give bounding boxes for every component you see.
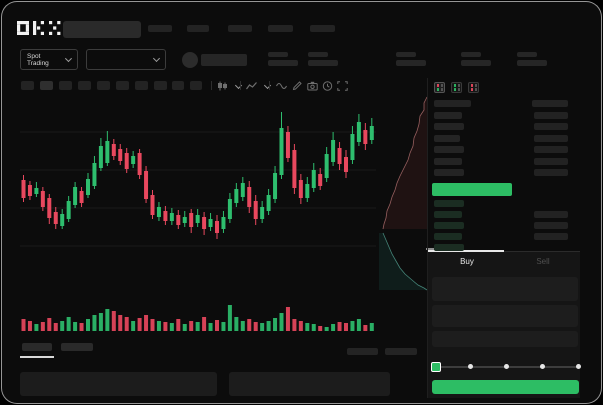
top-nav-link[interactable] <box>228 25 252 32</box>
market-stat-placeholder <box>268 52 288 57</box>
last-price-row[interactable] <box>432 183 512 196</box>
market-stat-placeholder <box>517 52 537 57</box>
buy-submit-button[interactable] <box>432 380 579 394</box>
market-type-dropdown[interactable]: Spot Trading <box>20 49 78 70</box>
orderbook-ask-amount[interactable] <box>534 158 568 165</box>
orderbook-bid-price[interactable] <box>434 211 462 218</box>
order-form-field[interactable] <box>432 331 578 347</box>
orderbook-ask-amount[interactable] <box>534 123 568 130</box>
orderbook-view-both-icon[interactable] <box>434 82 445 93</box>
timeframe-button-active[interactable] <box>40 81 53 90</box>
slider-stop-75[interactable] <box>540 364 545 369</box>
chart-footer-button[interactable] <box>347 348 378 355</box>
top-nav-link[interactable] <box>187 25 209 32</box>
timeframe-button[interactable] <box>59 81 72 90</box>
slider-stop-100[interactable] <box>576 364 581 369</box>
market-stat-placeholder <box>461 60 491 66</box>
orderbook-ask-amount[interactable] <box>534 169 568 176</box>
bottom-tab[interactable] <box>61 343 93 351</box>
orderbook-view-bids-icon[interactable] <box>451 82 462 93</box>
orderbook-ask-price[interactable] <box>434 135 460 142</box>
market-stat-placeholder <box>396 52 416 57</box>
timeframe-button[interactable] <box>97 81 110 90</box>
pair-name-placeholder <box>201 54 247 66</box>
top-nav-link[interactable] <box>268 25 293 32</box>
orderbook-bid-price[interactable] <box>434 233 462 240</box>
orderbook-ask-price[interactable] <box>434 123 464 130</box>
search-bar[interactable] <box>63 21 141 38</box>
active-tab-indicator <box>428 250 504 252</box>
orderbook-ask-price[interactable] <box>434 146 464 153</box>
timeframe-button[interactable] <box>116 81 129 90</box>
orderbook-ask-amount[interactable] <box>534 112 568 119</box>
orderbook-bid-amount[interactable] <box>534 233 568 240</box>
toolbar-divider <box>269 81 270 90</box>
bottom-active-tab-indicator <box>20 356 54 358</box>
timeframe-button[interactable] <box>135 81 148 90</box>
timeframe-button[interactable] <box>78 81 91 90</box>
orderbook-ask-price[interactable] <box>434 158 462 165</box>
orderbook-ask-amount[interactable] <box>534 146 568 153</box>
slider-stop-25[interactable] <box>468 364 473 369</box>
history-clock-icon[interactable] <box>322 81 333 91</box>
toolbar-divider <box>211 81 212 90</box>
timeframe-button[interactable] <box>154 81 167 90</box>
toolbar-divider <box>240 81 241 90</box>
top-nav-link[interactable] <box>310 25 335 32</box>
candle-style-icon[interactable] <box>217 81 228 91</box>
chart-footer-button[interactable] <box>385 348 417 355</box>
indicator-wave-icon[interactable] <box>276 81 287 91</box>
pair-dropdown[interactable] <box>86 49 166 70</box>
okx-logo[interactable] <box>17 21 61 35</box>
market-stat-placeholder <box>268 60 298 66</box>
tab-buy[interactable]: Buy <box>460 257 474 266</box>
coin-avatar <box>182 52 198 68</box>
draw-pencil-icon[interactable] <box>292 81 303 91</box>
orderbook-bid-price[interactable] <box>434 200 464 207</box>
orderbook-bid-price[interactable] <box>434 244 464 251</box>
camera-icon[interactable] <box>307 81 318 91</box>
orderbook-bid-price[interactable] <box>434 222 464 229</box>
slider-stop-50[interactable] <box>504 364 509 369</box>
orderbook-header-placeholder <box>434 100 471 107</box>
timeframe-button[interactable] <box>190 81 202 90</box>
bottom-panel <box>20 372 217 396</box>
orderbook-ask-price[interactable] <box>434 112 462 119</box>
tabs-divider <box>428 251 580 252</box>
market-stat-placeholder <box>461 52 481 57</box>
market-type-label: Spot Trading <box>27 52 49 67</box>
order-form-field[interactable] <box>432 305 578 327</box>
bottom-panel <box>229 372 390 396</box>
market-stat-placeholder <box>308 52 328 57</box>
orderbook-bid-amount[interactable] <box>534 211 568 218</box>
slider-handle[interactable] <box>431 362 441 372</box>
bottom-tab[interactable] <box>22 343 52 351</box>
fullscreen-icon[interactable] <box>337 81 348 91</box>
orderbook-view-asks-icon[interactable] <box>468 82 479 93</box>
top-nav-link[interactable] <box>148 25 172 32</box>
timeframe-button[interactable] <box>21 81 34 90</box>
orderbook-bid-amount[interactable] <box>534 222 568 229</box>
market-stat-placeholder <box>308 60 338 66</box>
market-stat-placeholder <box>517 60 547 66</box>
orderbook-header-placeholder <box>532 100 568 107</box>
timeframe-button[interactable] <box>172 81 184 90</box>
panel-divider <box>427 78 428 398</box>
order-form-field[interactable] <box>432 277 578 301</box>
tab-sell[interactable]: Sell <box>536 257 550 266</box>
orderbook-ask-amount[interactable] <box>534 135 568 142</box>
market-stat-placeholder <box>396 60 426 66</box>
chart-type-icon[interactable] <box>246 81 257 91</box>
orderbook-ask-price[interactable] <box>434 169 464 176</box>
